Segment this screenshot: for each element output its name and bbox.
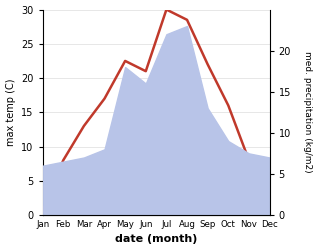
- Y-axis label: max temp (C): max temp (C): [5, 78, 16, 146]
- X-axis label: date (month): date (month): [115, 234, 197, 244]
- Y-axis label: med. precipitation (kg/m2): med. precipitation (kg/m2): [303, 52, 313, 173]
